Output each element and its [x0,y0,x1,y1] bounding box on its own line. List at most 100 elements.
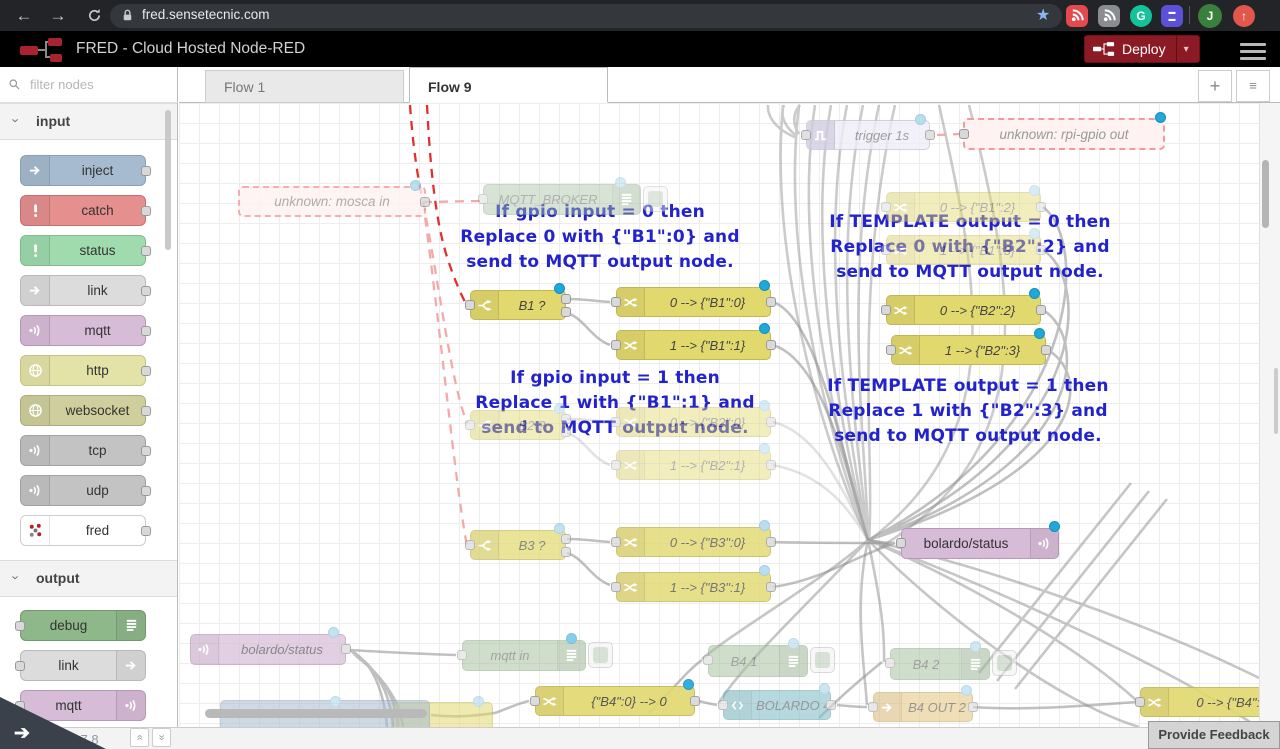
port[interactable] [881,245,891,255]
port[interactable] [968,702,978,712]
port[interactable] [611,417,621,427]
deploy-button[interactable]: Deploy ▾ [1084,35,1200,63]
port[interactable] [465,420,475,430]
debug-toggle-button[interactable] [643,186,668,212]
port[interactable] [885,658,895,668]
node-change-b1-0[interactable]: 0 --> {"B1":0} [611,280,776,317]
node-change-b1-3[interactable]: 1 --> {"B1":3} [881,228,1046,265]
port[interactable] [561,534,571,544]
arrow-right-icon[interactable]: ➔ [14,723,30,744]
grammarly-icon[interactable]: G [1130,5,1152,27]
port[interactable] [611,297,621,307]
node-debug-b4-2[interactable]: B4 2 [885,641,1017,680]
palette-node-link-in[interactable]: link [20,275,151,306]
port[interactable] [766,297,776,307]
palette-scrollbar[interactable] [165,110,171,250]
port[interactable] [925,130,935,140]
port[interactable] [341,644,351,654]
port[interactable] [611,582,621,592]
node-template-bolardo-4[interactable]: BOLARDO 4 [718,683,836,720]
debug-toggle-button[interactable] [992,650,1017,676]
provide-feedback-button[interactable]: Provide Feedback [1148,721,1280,749]
palette-node-mqtt-in[interactable]: mqtt [20,315,151,346]
node-switch-b1[interactable]: B1 ? [465,283,571,320]
port[interactable] [826,700,836,710]
port[interactable] [1041,345,1051,355]
node-change-b2-2[interactable]: 0 --> {"B2":2} [881,288,1046,325]
palette-section-input[interactable]: › input [0,103,177,140]
reload-button[interactable] [82,4,106,28]
port[interactable] [457,650,467,660]
port[interactable] [703,655,713,665]
port[interactable] [886,345,896,355]
port[interactable] [766,537,776,547]
expand-all-button[interactable]: » [152,728,171,747]
port[interactable] [530,696,540,706]
tab-flow-1[interactable]: Flow 1 [205,70,404,103]
node-change-b1-2[interactable]: 0 --> {"B1":2} [881,185,1046,222]
port[interactable] [896,538,906,548]
port[interactable] [465,300,475,310]
port[interactable] [766,460,776,470]
node-change-b4-0[interactable]: {"B4":0} --> 0 [530,679,700,716]
port[interactable] [801,130,811,140]
node-mqtt-in-bolardo-status[interactable]: bolardo/status [190,627,351,665]
flow-list-button[interactable]: ≡ [1236,70,1270,102]
debug-toggle-button[interactable] [588,642,613,668]
node-function-b4-out-2[interactable]: B4 OUT 2 [868,685,978,722]
port[interactable] [881,305,891,315]
back-button[interactable]: ← [15,6,33,25]
port[interactable] [1036,245,1046,255]
rss-red-extension-icon[interactable] [1066,5,1088,27]
bookmark-star-icon[interactable]: ★ [1036,7,1051,24]
port[interactable] [420,197,430,207]
palette-node-websocket[interactable]: websocket [20,395,151,426]
palette-node-udp[interactable]: udp [20,475,151,506]
node-debug-mqtt-in[interactable]: mqtt in [457,633,613,671]
port[interactable] [1135,697,1145,707]
palette-node-inject[interactable]: inject [20,155,151,186]
node-debug-b4-1[interactable]: B4 1 [703,638,835,677]
port[interactable] [561,547,571,557]
canvas-horizontal-scrollbar[interactable] [205,709,427,718]
menu-button[interactable] [1240,39,1266,64]
palette-node-http[interactable]: http [20,355,151,386]
port[interactable] [478,194,488,204]
node-change-b3-0[interactable]: 0 --> {"B3":0} [611,520,776,557]
node-mqtt-broker-debug[interactable]: MQTT_BROKER [478,177,668,215]
node-switch-b2[interactable]: B2 ? [465,403,571,440]
port[interactable] [561,427,571,437]
add-flow-button[interactable]: + [1198,70,1232,102]
forward-button[interactable]: → [49,6,67,25]
port[interactable] [1036,305,1046,315]
port[interactable] [611,537,621,547]
port[interactable] [611,340,621,350]
port[interactable] [766,417,776,427]
address-bar[interactable] [110,4,1062,28]
comment-annotation[interactable]: If gpio input = 1 then Replace 1 with {"… [475,368,755,438]
port[interactable] [690,696,700,706]
flow-canvas[interactable]: If gpio input = 0 then Replace 0 with {"… [179,103,1259,727]
node-switch-b3[interactable]: B3 ? [465,523,571,560]
port[interactable] [611,460,621,470]
palette-node-catch[interactable]: catch [20,195,151,226]
port[interactable] [465,540,475,550]
node-change-b2-3[interactable]: 1 --> {"B2":3} [886,328,1051,365]
palette-node-status[interactable]: status [20,235,151,266]
port[interactable] [561,414,571,424]
node-change-b4-2[interactable]: 0 --> {"B4":2} [1135,687,1259,717]
canvas-vertical-scrollbar[interactable] [1262,160,1269,228]
palette-node-tcp[interactable]: tcp [20,435,151,466]
tab-flow-9[interactable]: Flow 9 [409,67,608,103]
filter-nodes-input[interactable] [28,76,158,93]
url-text[interactable]: fred.sensetecnic.com [142,7,270,22]
port[interactable] [766,582,776,592]
node-change-b2-1[interactable]: 1 --> {"B2":1} [611,443,776,480]
port[interactable] [561,294,571,304]
profile-avatar[interactable]: J [1198,4,1222,28]
comment-annotation[interactable]: If gpio input = 0 then Replace 0 with {"… [460,202,740,272]
browser-scrollbar[interactable] [1274,368,1278,434]
rss-gray-extension-icon[interactable] [1098,5,1120,27]
palette-node-debug[interactable]: debug [15,610,146,641]
port[interactable] [959,129,969,139]
